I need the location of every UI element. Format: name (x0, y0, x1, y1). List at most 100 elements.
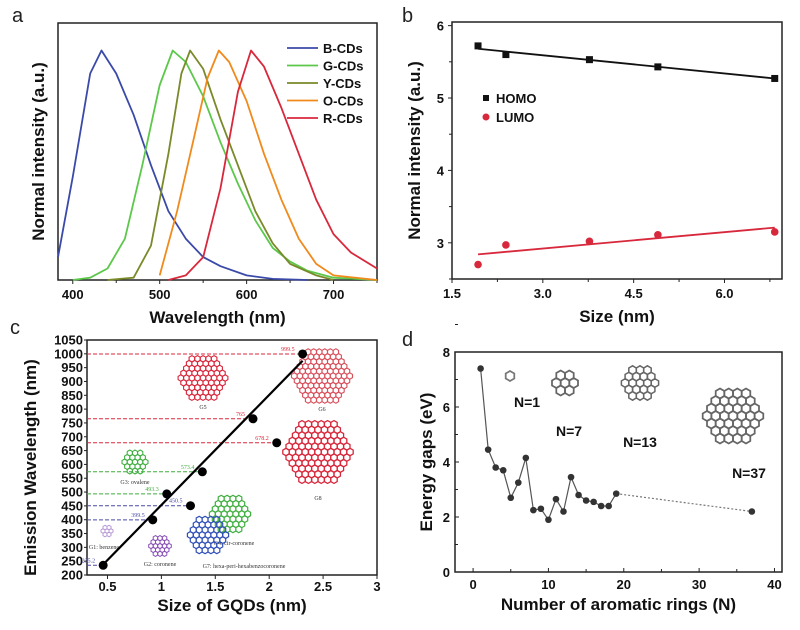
data-point (98, 560, 108, 570)
y-tick-label: 4 (437, 163, 445, 178)
data-point (575, 491, 582, 499)
data-point (474, 260, 482, 269)
data-point (582, 497, 590, 504)
molecule-3 (121, 449, 149, 475)
y-tick-label: 550 (61, 471, 83, 486)
x-tick-label: 3 (373, 579, 380, 594)
y-tick-label: 650 (61, 443, 83, 458)
molecule-label: G2: coronene (144, 562, 177, 568)
extrapolation-line (616, 493, 752, 513)
panel-a-frame (57, 22, 378, 281)
legend-label: B-CDs (323, 41, 363, 56)
y-axis-label: Emission Wavelength (nm) (21, 359, 40, 576)
y-tick-label: 3 (437, 236, 444, 251)
molecule-1 (100, 524, 114, 538)
legend-label: Y-CDs (323, 76, 361, 91)
y-tick-label: 200 (61, 568, 83, 583)
data-point (654, 63, 662, 71)
fit-line-HOMO (477, 47, 775, 80)
ring-mark (166, 542, 172, 550)
molecule-label: G1: benzene (89, 545, 119, 551)
molecule-label: G3: ovalene (120, 480, 149, 486)
x-tick-label: 1.5 (443, 286, 461, 301)
y-tick-label: 1050 (54, 333, 83, 348)
molecule-n1 (504, 369, 516, 383)
y-tick-label: 1000 (54, 346, 83, 361)
legend-marker (483, 95, 489, 101)
data-point (552, 495, 560, 503)
value-label: 450.5 (169, 499, 183, 505)
ring-mark (504, 369, 516, 383)
data-point (530, 506, 537, 514)
ring-mark (222, 530, 230, 540)
legend-label: G-CDs (323, 59, 363, 74)
x-tick-label: 2.5 (314, 579, 332, 594)
y-tick-label: 350 (61, 526, 83, 541)
x-tick-label: 3.0 (534, 286, 552, 301)
molecule-label: G5 (199, 405, 206, 411)
x-tick-label: 0.5 (98, 579, 116, 594)
series-line-R-CDs (168, 49, 378, 281)
legend-label: HOMO (496, 91, 536, 106)
y-tick-label: 300 (61, 540, 83, 555)
series-line-B-CDs (57, 49, 308, 281)
ring-mark (221, 374, 229, 382)
data-point (612, 490, 620, 497)
data-point (185, 501, 195, 511)
x-axis-label: Size (nm) (579, 307, 655, 326)
legend-label: LUMO (496, 110, 534, 125)
data-point (197, 467, 207, 477)
y-tick-label: 5 (437, 91, 444, 106)
panel-label-b: b (402, 5, 413, 27)
value-label: 765 (236, 412, 245, 418)
y-axis-label: Normal intensity (a.u.) (405, 61, 424, 240)
n-label: N=7 (556, 423, 582, 439)
data-point (771, 74, 779, 82)
panel-b-frame (451, 21, 783, 280)
y-tick-label: 600 (61, 457, 83, 472)
data-point (502, 241, 510, 249)
data-point (492, 464, 499, 471)
legend-marker (482, 113, 490, 121)
ring-mark (753, 409, 765, 423)
panel-d-frame (454, 351, 783, 573)
data-point (272, 438, 282, 448)
molecule-label: G4: cir-coronene (214, 541, 255, 547)
molecule-8 (282, 419, 354, 485)
ring-mark (346, 447, 354, 457)
molecule-label: G7: hexa-peri-hexabenzocoronene (203, 564, 286, 570)
data-point (597, 502, 605, 510)
data-point-extrapolated (748, 508, 756, 515)
data-point (585, 56, 593, 64)
y-tick-label: 6 (437, 19, 444, 34)
ring-mark (142, 458, 149, 466)
x-tick-label: 1.5 (206, 579, 224, 594)
ring-mark (108, 528, 114, 534)
fit-line (102, 359, 304, 566)
n-label: N=13 (623, 434, 657, 450)
data-point (770, 228, 779, 236)
x-tick-label: 400 (62, 287, 84, 302)
ring-mark (244, 509, 252, 519)
data-point (474, 42, 482, 50)
series-line (480, 368, 617, 522)
y-tick-label: 250 (61, 554, 83, 569)
y-tick-label: 6 (443, 400, 450, 415)
y-tick-label: 900 (61, 374, 83, 389)
data-point (148, 515, 158, 525)
y-axis-label: Normal intensity (a.u.) (29, 62, 48, 241)
x-tick-label: 2 (266, 579, 273, 594)
molecule-label: G6 (318, 407, 325, 413)
data-point (248, 414, 258, 424)
molecule-6 (290, 348, 354, 404)
data-point (298, 349, 308, 359)
molecule-n13 (620, 364, 660, 402)
legend-label: R-CDs (323, 111, 363, 126)
data-point (654, 231, 662, 239)
data-point (507, 494, 515, 502)
x-axis-label: Size of GQDs (nm) (157, 596, 306, 615)
data-point (502, 51, 510, 59)
n-label: N=1 (514, 394, 540, 410)
x-tick-label: 4.5 (625, 286, 643, 301)
x-tick-label: 0 (469, 577, 476, 592)
